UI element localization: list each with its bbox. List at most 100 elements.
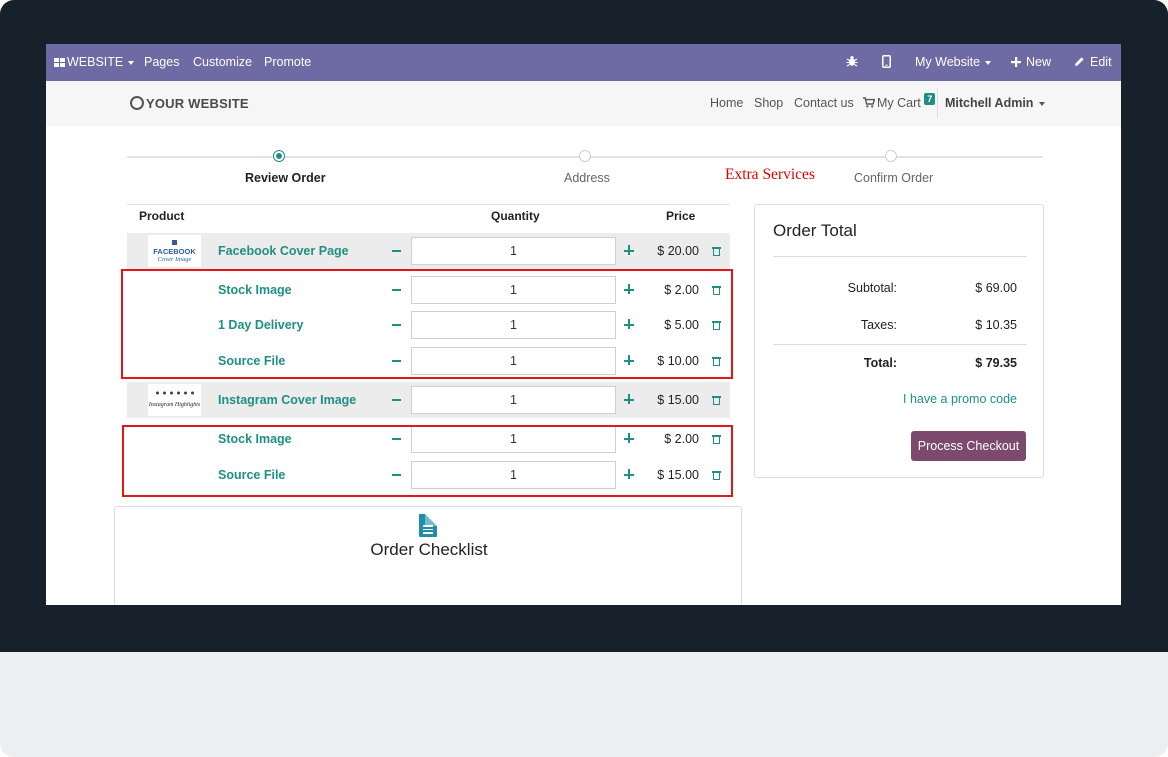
plus-icon[interactable]: [624, 319, 635, 330]
product-name[interactable]: Stock Image: [218, 283, 292, 297]
cart-count-badge: 7: [924, 93, 936, 105]
trash-icon[interactable]: [712, 247, 721, 256]
cart-icon: [863, 97, 876, 108]
wizard-step-review-order[interactable]: Review Order: [245, 171, 326, 185]
website-menu-label: WEBSITE: [67, 55, 124, 69]
user-menu[interactable]: Mitchell Admin: [945, 81, 1046, 126]
minus-icon[interactable]: [391, 307, 403, 343]
my-website-menu[interactable]: My Website: [915, 44, 992, 81]
user-name: Mitchell Admin: [945, 96, 1034, 110]
trash-icon[interactable]: [712, 435, 721, 444]
minus-icon[interactable]: [391, 382, 403, 418]
product-name[interactable]: Stock Image: [218, 432, 292, 446]
site-header: YOUR WEBSITE Home Shop Contact us My Car…: [46, 81, 1121, 126]
cart-label: My Cart: [877, 96, 921, 110]
trash-icon[interactable]: [712, 321, 721, 330]
nav-my-cart[interactable]: My Cart 7: [863, 81, 936, 126]
wizard-step-confirm-order[interactable]: Confirm Order: [854, 171, 934, 185]
order-total-card: Order Total Subtotal: $ 69.00 Taxes: $ 1…: [754, 204, 1044, 478]
cart-row: FACEBOOK Cover Image Facebook Cover Page…: [127, 233, 730, 269]
quantity-input[interactable]: 1: [411, 461, 616, 489]
process-checkout-button[interactable]: Process Checkout: [911, 431, 1026, 461]
new-button[interactable]: New: [1011, 44, 1051, 81]
order-checklist-card: Order Checklist: [114, 506, 742, 605]
wizard-step-address[interactable]: Address: [564, 171, 610, 185]
admin-bar: WEBSITE Pages Customize Promote My Websi: [46, 44, 1121, 81]
minus-icon[interactable]: [391, 421, 403, 457]
site-logo[interactable]: YOUR WEBSITE: [130, 81, 249, 126]
product-name[interactable]: Instagram Cover Image: [218, 393, 357, 407]
product-price: $ 15.00: [657, 393, 699, 407]
thumb-line-1: FACEBOOK: [153, 247, 196, 256]
trash-icon[interactable]: [712, 471, 721, 480]
apps-grid-icon: [54, 58, 65, 67]
subtotal-label: Subtotal:: [847, 281, 897, 295]
cart-row: Source File 1 $ 10.00: [127, 343, 730, 379]
card-divider: [773, 256, 1027, 257]
promo-code-link[interactable]: I have a promo code: [903, 392, 1017, 406]
nav-home[interactable]: Home: [710, 96, 744, 110]
edit-button[interactable]: Edit: [1074, 44, 1112, 81]
card-divider: [773, 344, 1027, 345]
product-name[interactable]: 1 Day Delivery: [218, 318, 304, 332]
nav-contact-us[interactable]: Contact us: [794, 96, 854, 110]
product-name[interactable]: Facebook Cover Page: [218, 244, 349, 258]
product-price: $ 15.00: [657, 468, 699, 482]
trash-icon[interactable]: [712, 357, 721, 366]
plus-icon[interactable]: [624, 433, 635, 444]
extra-services-highlight-box: [121, 269, 733, 379]
minus-icon[interactable]: [391, 457, 403, 493]
minus-icon[interactable]: [391, 343, 403, 379]
nav-shop[interactable]: Shop: [754, 96, 784, 110]
website-menu[interactable]: WEBSITE: [54, 44, 135, 81]
promote-menu[interactable]: Promote: [264, 55, 312, 69]
plus-icon[interactable]: [624, 245, 635, 256]
taxes-value: $ 10.35: [975, 318, 1017, 332]
cart-row: Stock Image 1 $ 2.00: [127, 272, 730, 308]
total-value: $ 79.35: [975, 356, 1017, 370]
plus-icon[interactable]: [624, 284, 635, 295]
product-price: $ 5.00: [664, 318, 699, 332]
trash-icon[interactable]: [712, 286, 721, 295]
cart-row: 1 Day Delivery 1 $ 5.00: [127, 307, 730, 343]
product-name[interactable]: Source File: [218, 468, 286, 482]
minus-icon[interactable]: [391, 233, 403, 269]
plus-icon[interactable]: [624, 355, 635, 366]
taxes-label: Taxes:: [860, 318, 897, 332]
product-name[interactable]: Source File: [218, 354, 286, 368]
customize-menu[interactable]: Customize: [193, 55, 253, 69]
quantity-input[interactable]: 1: [411, 237, 616, 265]
column-header-product: Product: [139, 209, 185, 223]
minus-icon[interactable]: [391, 272, 403, 308]
new-label: New: [1026, 55, 1052, 69]
subtotal-value: $ 69.00: [975, 281, 1017, 295]
cart-row: Source File 1 $ 15.00: [127, 457, 730, 493]
quantity-input[interactable]: 1: [411, 311, 616, 339]
chevron-down-icon: [128, 60, 135, 65]
debug-bug-icon[interactable]: [846, 44, 858, 81]
wizard-dot-review-order: [273, 150, 285, 162]
document-icon: [419, 514, 437, 537]
product-price: $ 2.00: [664, 283, 699, 297]
plus-icon[interactable]: [624, 469, 635, 480]
wizard-dot-address: [579, 150, 591, 162]
column-header-price: Price: [666, 209, 696, 223]
product-thumbnail[interactable]: FACEBOOK Cover Image: [148, 235, 201, 267]
plus-icon[interactable]: [624, 394, 635, 405]
chevron-down-icon: [985, 60, 992, 65]
highlight-circles-icon: [154, 390, 195, 396]
plus-icon: [1011, 57, 1021, 67]
quantity-input[interactable]: 1: [411, 276, 616, 304]
pencil-icon: [1075, 57, 1084, 66]
product-price: $ 2.00: [664, 432, 699, 446]
product-thumbnail[interactable]: Instagram Highlights: [148, 384, 201, 416]
globe-icon: [130, 96, 144, 110]
mobile-preview-icon[interactable]: [882, 44, 891, 81]
pages-menu[interactable]: Pages: [144, 55, 180, 69]
trash-icon[interactable]: [712, 396, 721, 405]
quantity-input[interactable]: 1: [411, 347, 616, 375]
total-label: Total:: [863, 356, 897, 370]
extra-services-highlight-box: [122, 425, 733, 497]
quantity-input[interactable]: 1: [411, 386, 616, 414]
